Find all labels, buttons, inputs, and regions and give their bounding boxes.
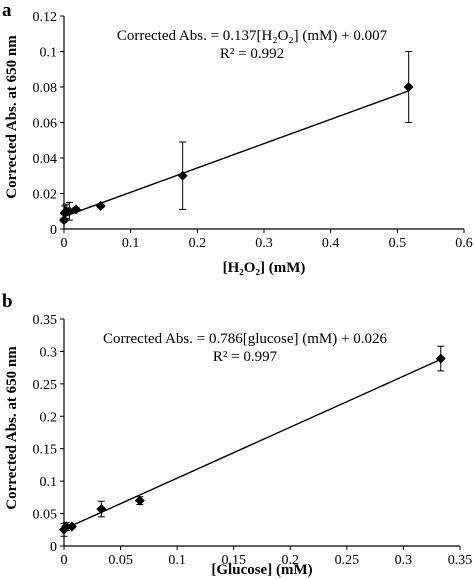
panel-a-x-tick-label: 0.3 [255, 236, 273, 251]
panel-a-trendline [63, 90, 409, 218]
panel-a-y-tick-label: 0.06 [33, 117, 58, 132]
panel-a-y-tick-label: 0.04 [33, 152, 58, 167]
panel-a-data-point [71, 204, 81, 215]
panel-a-x-tick-label: 0.5 [389, 236, 407, 251]
panel-a-x-axis-label: [H₂O₂] (mM) [223, 260, 306, 276]
panel-b-y-tick-label: 0.15 [33, 443, 58, 458]
panel-b-x-tick-label: 0.3 [395, 553, 413, 568]
panel-b-y-tick-label: 0 [50, 540, 57, 555]
panel-b-x-tick-label: 0 [61, 553, 68, 568]
panel-a: a Corrected Abs. at 650 nm [H₂O₂] (mM) C… [2, 0, 473, 276]
panel-a-x-tick-label: 0.6 [455, 236, 473, 251]
panel-b-y-tick-label: 0.35 [33, 313, 58, 328]
panel-a-x-tick-label: 0.4 [322, 236, 340, 251]
panel-b-data-point [96, 504, 107, 515]
panel-a-letter: a [2, 0, 12, 21]
panel-a-y-tick-label: 0.02 [33, 188, 58, 203]
panel-a-y-axis-label: Corrected Abs. at 650 nm [4, 35, 20, 199]
panel-b-y-tick-label: 0.2 [40, 410, 58, 425]
panel-a-data-point [403, 82, 414, 92]
panel-b-y-tick-label: 0.25 [33, 378, 58, 393]
panel-b-x-tick-label: 0.05 [108, 553, 133, 568]
panel-a-y-tick-label: 0 [50, 223, 57, 238]
panel-a-equation: Corrected Abs. = 0.137[H₂O₂] (mM) + 0.00… [117, 28, 388, 44]
panel-b-x-tick-label: 0.1 [168, 553, 186, 568]
panel-b-r-squared: R² = 0.997 [213, 349, 278, 365]
panel-b-y-tick-label: 0.3 [40, 345, 58, 360]
panel-b-y-tick-label: 0.1 [40, 475, 58, 490]
panel-b-trendline [63, 358, 442, 530]
panel-b-data-point [134, 495, 145, 506]
panel-a-data-point [177, 170, 188, 181]
panel-a-r-squared: R² = 0.992 [220, 46, 284, 62]
panel-a-data-point [95, 200, 106, 211]
panel-b-x-axis-label: [Glucose] (mM) [211, 562, 312, 578]
panel-a-x-tick-label: 0.2 [189, 236, 207, 251]
panel-b-data-point [66, 521, 77, 532]
panel-b-x-tick-label: 0.15 [221, 553, 246, 568]
panel-b-letter: b [2, 291, 13, 312]
panel-a-y-tick-label: 0.12 [33, 10, 58, 25]
panel-b-equation: Corrected Abs. = 0.786[glucose] (mM) + 0… [103, 331, 387, 347]
panel-a-x-tick-label: 0 [61, 236, 68, 251]
panel-b-y-tick-label: 0.05 [33, 508, 58, 523]
panel-a-plot-area: 0 0.02 0.04 0.06 0.08 0.1 0.12 0 0.1 0.2 0.3 0.4 0.5… [33, 10, 473, 251]
panel-a-y-tick-label: 0.1 [40, 46, 58, 61]
panel-b-plot-area: 0 0.05 0.1 0.15 0.2 0.25 0.3 0.35 0 0.05 0.1 0.15 0.… [33, 313, 473, 568]
panel-b-y-axis-label: Corrected Abs. at 650 nm [4, 346, 20, 510]
panel-b-x-tick-label: 0.35 [448, 553, 473, 568]
panel-b: b Corrected Abs. at 650 nm [Glucose] (mM… [2, 291, 472, 578]
panel-b-x-tick-label: 0.25 [335, 553, 360, 568]
panel-b-data-point [61, 521, 72, 532]
panel-b-x-tick-label: 0.2 [282, 553, 300, 568]
panel-a-x-tick-label: 0.1 [122, 236, 140, 251]
panel-b-data-point [435, 353, 446, 364]
panel-a-y-tick-label: 0.08 [33, 81, 58, 96]
